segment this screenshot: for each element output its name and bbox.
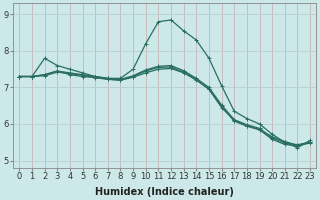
X-axis label: Humidex (Indice chaleur): Humidex (Indice chaleur) <box>95 187 234 197</box>
